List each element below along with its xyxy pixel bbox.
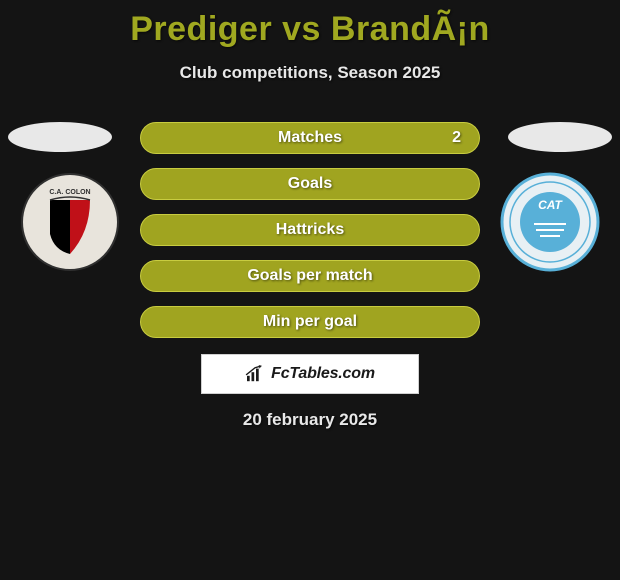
page-subtitle: Club competitions, Season 2025 xyxy=(0,63,620,83)
stats-list: Matches 2 Goals Hattricks Goals per matc… xyxy=(140,122,480,352)
fctables-watermark: FcTables.com xyxy=(201,354,419,394)
club-badge-right: CAT xyxy=(500,172,600,272)
bar-chart-icon xyxy=(245,365,267,383)
club-badge-left: C.A. COLON xyxy=(20,172,120,272)
stat-row-goals: Goals xyxy=(140,168,480,200)
stat-row-goals-per-match: Goals per match xyxy=(140,260,480,292)
cat-crest-icon: CAT xyxy=(500,172,600,272)
page-title: Prediger vs BrandÃ¡n xyxy=(0,0,620,49)
player-left-marker xyxy=(8,122,112,152)
colon-crest-icon: C.A. COLON xyxy=(20,172,120,272)
stat-row-min-per-goal: Min per goal xyxy=(140,306,480,338)
stat-row-matches: Matches 2 xyxy=(140,122,480,154)
stat-row-hattricks: Hattricks xyxy=(140,214,480,246)
watermark-text: FcTables.com xyxy=(271,365,375,383)
svg-text:C.A. COLON: C.A. COLON xyxy=(49,189,90,196)
svg-text:CAT: CAT xyxy=(538,198,563,212)
stat-label: Hattricks xyxy=(276,221,344,239)
player-right-marker xyxy=(508,122,612,152)
stat-label: Min per goal xyxy=(263,313,357,331)
stat-label: Matches xyxy=(278,129,342,147)
stat-label: Goals xyxy=(288,175,332,193)
stat-label: Goals per match xyxy=(247,267,372,285)
stat-value-right: 2 xyxy=(452,129,461,147)
date-label: 20 february 2025 xyxy=(0,410,620,430)
page-root: Prediger vs BrandÃ¡n Club competitions, … xyxy=(0,0,620,580)
